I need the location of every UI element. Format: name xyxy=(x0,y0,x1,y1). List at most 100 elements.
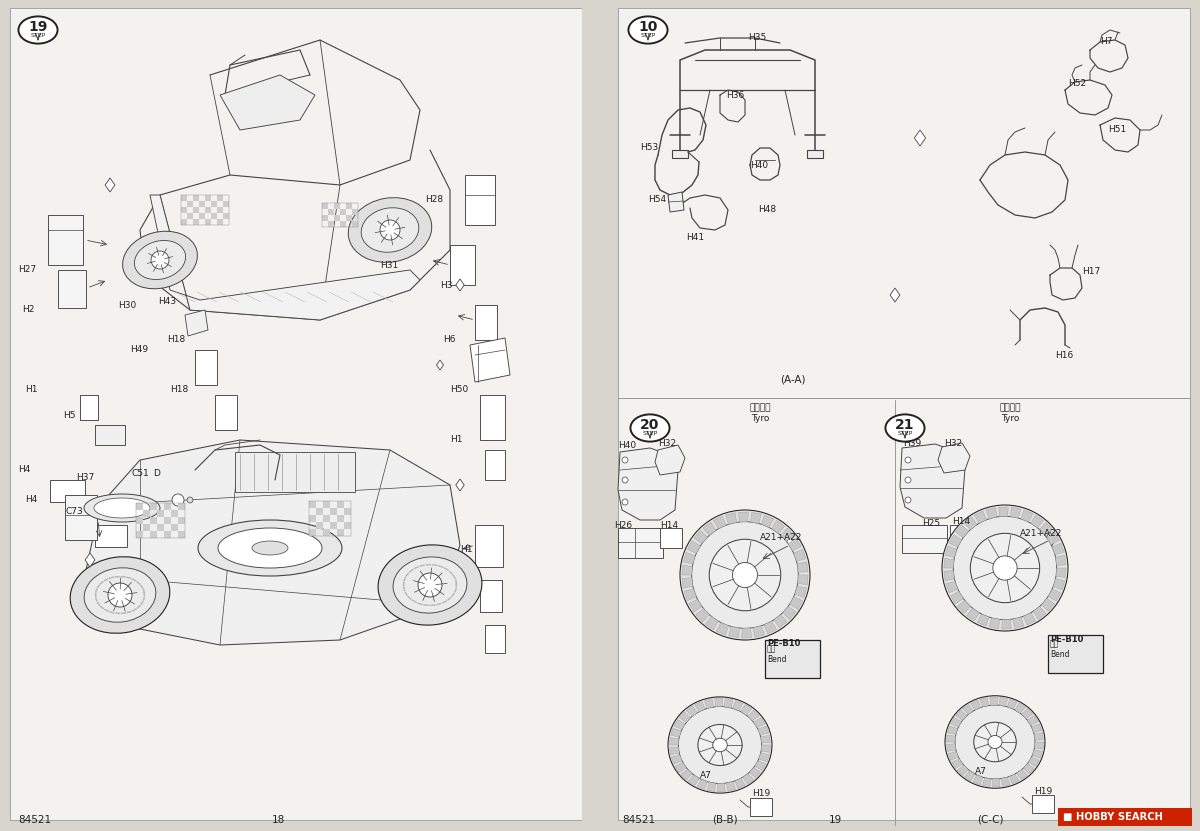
Circle shape xyxy=(905,477,911,483)
Bar xyxy=(950,525,972,545)
Polygon shape xyxy=(404,592,408,596)
Text: 19: 19 xyxy=(828,815,841,825)
Polygon shape xyxy=(679,712,690,722)
Polygon shape xyxy=(437,360,444,370)
Polygon shape xyxy=(409,569,413,573)
Polygon shape xyxy=(686,706,697,716)
Polygon shape xyxy=(1031,515,1044,528)
Bar xyxy=(618,8,1190,820)
Text: ■ HOBBY SEARCH: ■ HOBBY SEARCH xyxy=(1063,812,1163,822)
Polygon shape xyxy=(726,513,737,524)
Polygon shape xyxy=(761,735,770,743)
Ellipse shape xyxy=(630,415,670,441)
Text: H48: H48 xyxy=(758,205,776,214)
Polygon shape xyxy=(782,607,796,620)
Text: D: D xyxy=(154,469,160,478)
Polygon shape xyxy=(408,596,412,600)
Ellipse shape xyxy=(668,697,772,793)
Bar xyxy=(582,0,618,831)
Polygon shape xyxy=(754,626,764,637)
Polygon shape xyxy=(714,516,726,529)
Polygon shape xyxy=(682,565,692,575)
Text: (A-A): (A-A) xyxy=(780,375,805,385)
Polygon shape xyxy=(1034,733,1044,740)
Polygon shape xyxy=(950,717,961,727)
Text: PE-B10: PE-B10 xyxy=(767,640,800,648)
Bar xyxy=(316,508,323,514)
Bar xyxy=(95,525,127,547)
Ellipse shape xyxy=(394,557,467,613)
Polygon shape xyxy=(414,566,419,569)
Bar xyxy=(352,221,358,227)
Circle shape xyxy=(732,563,757,588)
Bar xyxy=(136,503,143,509)
Text: H4: H4 xyxy=(18,465,30,475)
Ellipse shape xyxy=(988,735,1002,749)
Polygon shape xyxy=(697,779,707,789)
Polygon shape xyxy=(798,575,808,585)
Polygon shape xyxy=(671,755,682,764)
Polygon shape xyxy=(962,704,973,715)
Text: H19: H19 xyxy=(752,789,770,799)
Polygon shape xyxy=(947,735,955,742)
Polygon shape xyxy=(992,779,1000,787)
Bar xyxy=(672,150,688,158)
Bar xyxy=(170,524,178,530)
Polygon shape xyxy=(1021,510,1033,522)
Text: H3: H3 xyxy=(440,281,452,289)
Polygon shape xyxy=(748,711,760,720)
Polygon shape xyxy=(1015,703,1026,713)
Polygon shape xyxy=(914,130,925,146)
Ellipse shape xyxy=(122,231,198,289)
Bar xyxy=(330,508,337,514)
Bar xyxy=(310,500,352,535)
Polygon shape xyxy=(455,579,457,583)
Text: H1: H1 xyxy=(450,435,462,445)
Polygon shape xyxy=(1034,742,1044,749)
Ellipse shape xyxy=(134,240,186,279)
Polygon shape xyxy=(1032,724,1042,732)
Polygon shape xyxy=(127,577,131,579)
Ellipse shape xyxy=(218,528,322,568)
Circle shape xyxy=(622,457,628,463)
Ellipse shape xyxy=(378,545,482,625)
Bar xyxy=(337,514,344,522)
Polygon shape xyxy=(762,515,774,528)
Text: A7: A7 xyxy=(700,770,712,779)
Bar xyxy=(65,495,97,540)
Polygon shape xyxy=(688,541,701,553)
Polygon shape xyxy=(137,582,140,585)
Text: H43: H43 xyxy=(158,297,176,307)
Bar xyxy=(346,203,352,209)
Polygon shape xyxy=(444,568,449,571)
Text: H27: H27 xyxy=(18,265,36,274)
Text: 20: 20 xyxy=(641,418,660,432)
Bar xyxy=(334,215,340,221)
Polygon shape xyxy=(85,440,460,645)
Text: STEP: STEP xyxy=(641,33,655,38)
Bar xyxy=(205,207,211,213)
Polygon shape xyxy=(420,564,425,567)
Circle shape xyxy=(942,505,1068,631)
Polygon shape xyxy=(761,745,770,752)
Bar xyxy=(10,8,582,820)
Bar xyxy=(475,305,497,340)
Polygon shape xyxy=(952,759,962,769)
Text: H37: H37 xyxy=(76,474,95,483)
Polygon shape xyxy=(85,553,95,567)
Text: H18: H18 xyxy=(167,336,185,345)
Polygon shape xyxy=(1044,532,1056,548)
Polygon shape xyxy=(426,564,431,565)
Bar xyxy=(170,509,178,517)
Bar xyxy=(618,528,662,558)
Polygon shape xyxy=(965,771,974,781)
Polygon shape xyxy=(655,445,685,475)
Text: STEP: STEP xyxy=(30,33,46,38)
Polygon shape xyxy=(97,602,100,606)
Text: H7: H7 xyxy=(1100,37,1112,47)
Text: H14: H14 xyxy=(660,520,678,529)
Polygon shape xyxy=(950,592,964,604)
Circle shape xyxy=(380,220,400,240)
Polygon shape xyxy=(418,602,422,605)
Polygon shape xyxy=(946,546,956,558)
